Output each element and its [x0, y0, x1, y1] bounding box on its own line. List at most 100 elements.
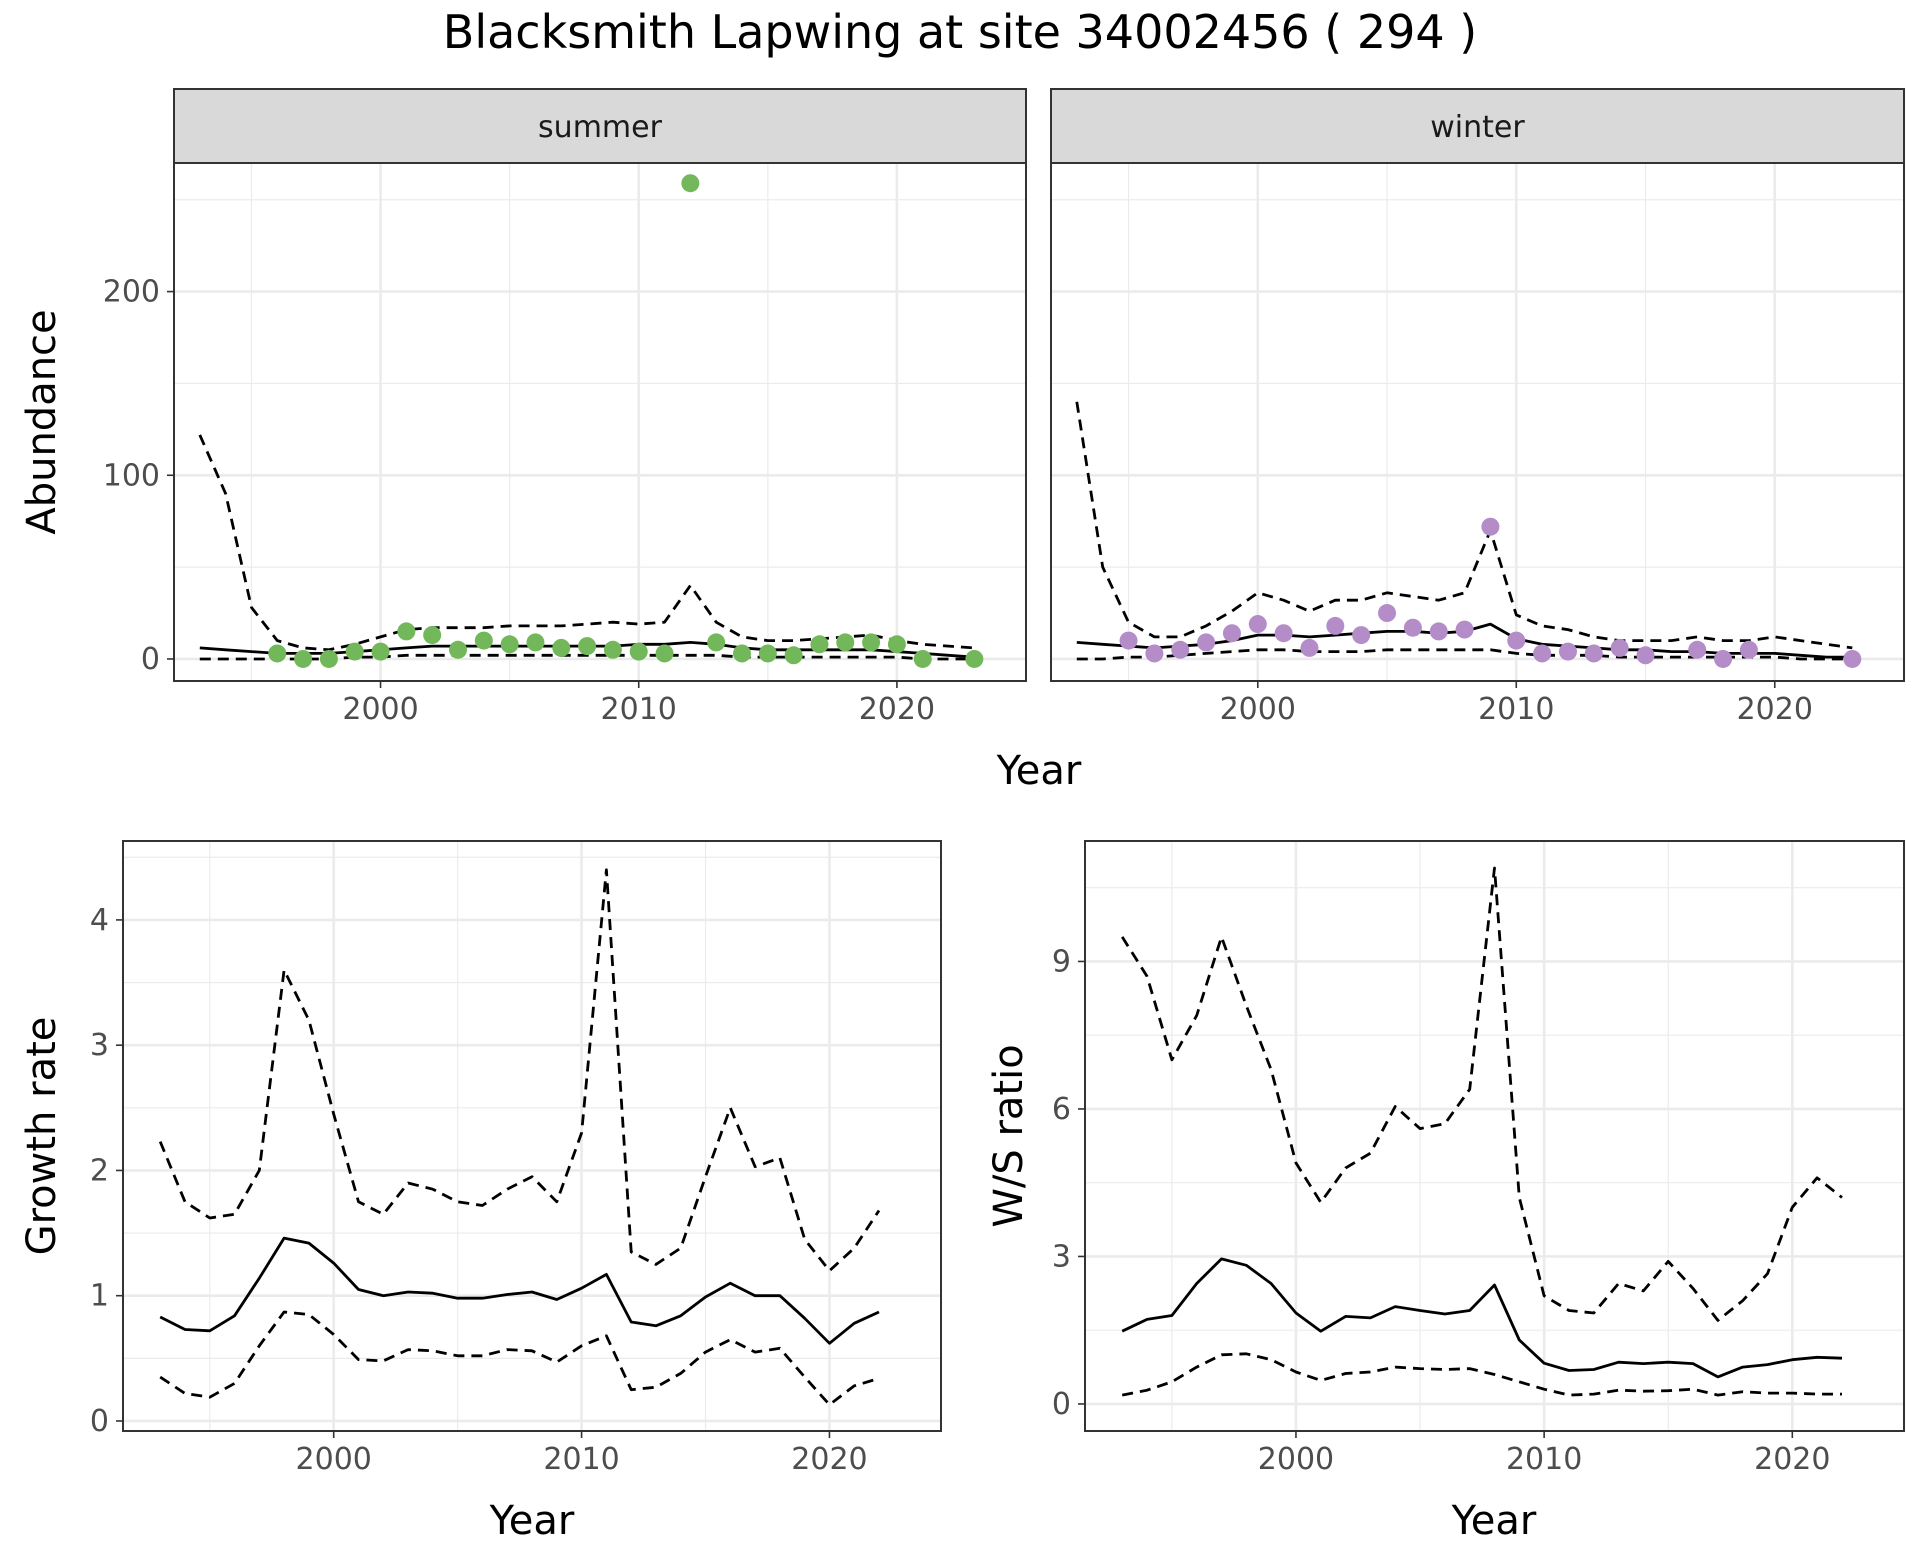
abundance-winter-point	[1610, 638, 1629, 657]
abundance-winter-point	[1145, 644, 1164, 663]
abundance-summer-point	[887, 635, 906, 654]
abundance-summer-point	[681, 174, 700, 193]
abundance-summer-point	[319, 649, 338, 668]
ws-ratio-panel-border	[1084, 840, 1905, 1432]
abundance-winter-point	[1558, 642, 1577, 661]
abundance-winter-point	[1533, 644, 1552, 663]
abundance-winter-point	[1507, 631, 1526, 650]
growth-rate-y-tick-label: 0	[90, 1404, 109, 1439]
abundance-winter-point	[1222, 624, 1241, 643]
abundance-y-axis-title: Abundance	[19, 309, 65, 534]
abundance-summer-point	[629, 642, 648, 661]
abundance-winter-point	[1714, 649, 1733, 668]
abundance-summer-point	[371, 642, 390, 661]
ws-ratio-dashed-line-2	[1121, 1352, 1842, 1397]
abundance-winter-point	[1352, 626, 1371, 645]
abundance-summer-point	[603, 640, 622, 659]
ws-ratio-x-tick-label: 2020	[1754, 1442, 1830, 1477]
growth-rate-x-tick-label: 2010	[543, 1442, 619, 1477]
abundance-summer-x-tick-label: 2010	[601, 692, 677, 727]
ws-ratio-y-tick-label: 9	[1052, 944, 1071, 979]
ws-ratio-y-axis-title: W/S ratio	[986, 1044, 1032, 1227]
ws-ratio-y-tick-label: 0	[1052, 1387, 1071, 1422]
abundance-winter-point	[1481, 517, 1500, 536]
abundance-summer-point	[655, 644, 674, 663]
abundance-x-axis-title: Year	[996, 748, 1082, 794]
growth-rate-panel-border	[122, 840, 942, 1432]
abundance-summer-point	[758, 644, 777, 663]
abundance-summer-point	[423, 626, 442, 645]
growth-rate-panel-bg	[123, 841, 941, 1431]
abundance-summer-point	[578, 637, 597, 656]
abundance-summer-point	[965, 649, 984, 668]
abundance-winter-panel-bg	[1051, 163, 1904, 681]
abundance-summer-point	[345, 642, 364, 661]
abundance-summer-point	[526, 633, 545, 652]
abundance-summer-point	[784, 646, 803, 665]
abundance-summer-point	[449, 640, 467, 659]
abundance-winter-x-tick-label: 2020	[1737, 692, 1813, 727]
abundance-summer-y-tick-label: 100	[103, 458, 160, 493]
abundance-winter-strip-label: winter	[1430, 110, 1525, 145]
growth-rate-x-axis-title: Year	[489, 1498, 575, 1544]
abundance-summer-x-tick-label: 2000	[342, 692, 418, 727]
abundance-summer-y-tick-label: 0	[141, 642, 160, 677]
abundance-winter-point	[1636, 646, 1655, 665]
abundance-winter-point	[1455, 620, 1474, 639]
ws-ratio-panel-bg	[1085, 841, 1904, 1431]
abundance-summer-y-tick-label: 200	[103, 275, 160, 310]
abundance-summer-point	[500, 635, 519, 654]
ws-ratio-y-tick-label: 3	[1052, 1239, 1071, 1274]
abundance-summer-point	[294, 649, 313, 668]
growth-rate-y-tick-label: 4	[90, 903, 109, 938]
abundance-summer-point	[707, 633, 726, 652]
chart-title: Blacksmith Lapwing at site 34002456 ( 29…	[443, 5, 1477, 59]
abundance-winter-point	[1739, 640, 1758, 659]
abundance-summer-point	[810, 635, 829, 654]
growth-rate-x-tick-label: 2000	[296, 1442, 372, 1477]
abundance-winter-point	[1688, 640, 1707, 659]
growth-rate-y-tick-label: 3	[90, 1028, 109, 1063]
abundance-summer-point	[836, 633, 855, 652]
ws-ratio-x-tick-label: 2000	[1258, 1442, 1334, 1477]
ws-ratio-solid-line	[1121, 1257, 1843, 1379]
ws-ratio-x-axis-title: Year	[1451, 1498, 1537, 1544]
abundance-winter-point	[1326, 616, 1345, 635]
abundance-winter-point	[1197, 633, 1216, 652]
abundance-summer-point	[397, 622, 416, 641]
abundance-winter-x-tick-label: 2010	[1478, 692, 1554, 727]
ws-ratio-x-tick-label: 2010	[1506, 1442, 1582, 1477]
abundance-winter-point	[1843, 649, 1862, 668]
growth-rate-y-tick-label: 1	[90, 1279, 109, 1314]
abundance-winter-point	[1429, 622, 1448, 641]
abundance-summer-strip	[173, 88, 1027, 164]
growth-rate-y-axis-title: Growth rate	[19, 1017, 65, 1256]
abundance-winter-point	[1378, 604, 1397, 623]
abundance-summer-panel-bg	[174, 163, 1026, 681]
abundance-winter-dashed-line-1	[1075, 401, 1853, 650]
abundance-summer-point	[552, 638, 571, 657]
abundance-winter-dashed-line-2	[1076, 648, 1853, 661]
abundance-summer-strip-label: summer	[538, 110, 663, 145]
abundance-winter-point	[1403, 618, 1422, 637]
abundance-winter-point	[1584, 644, 1603, 663]
growth-rate-y-tick-label: 2	[90, 1153, 109, 1188]
abundance-summer-x-tick-label: 2020	[859, 692, 935, 727]
abundance-summer-point	[474, 631, 493, 650]
growth-rate-dashed-line-2	[159, 1310, 880, 1407]
abundance-winter-point	[1300, 638, 1319, 657]
growth-rate-x-tick-label: 2020	[791, 1442, 867, 1477]
abundance-winter-x-tick-label: 2000	[1220, 692, 1296, 727]
abundance-winter-strip	[1050, 88, 1905, 164]
abundance-summer-point	[913, 649, 932, 668]
growth-rate-solid-line	[159, 1236, 880, 1345]
abundance-winter-point	[1171, 640, 1190, 659]
abundance-summer-point	[733, 644, 751, 663]
abundance-summer-point	[862, 633, 881, 652]
abundance-summer-point	[268, 644, 287, 663]
ws-ratio-dashed-line-1	[1121, 866, 1843, 1322]
abundance-winter-point	[1119, 631, 1138, 650]
ws-ratio-y-tick-label: 6	[1052, 1092, 1071, 1127]
abundance-winter-point	[1274, 624, 1293, 643]
